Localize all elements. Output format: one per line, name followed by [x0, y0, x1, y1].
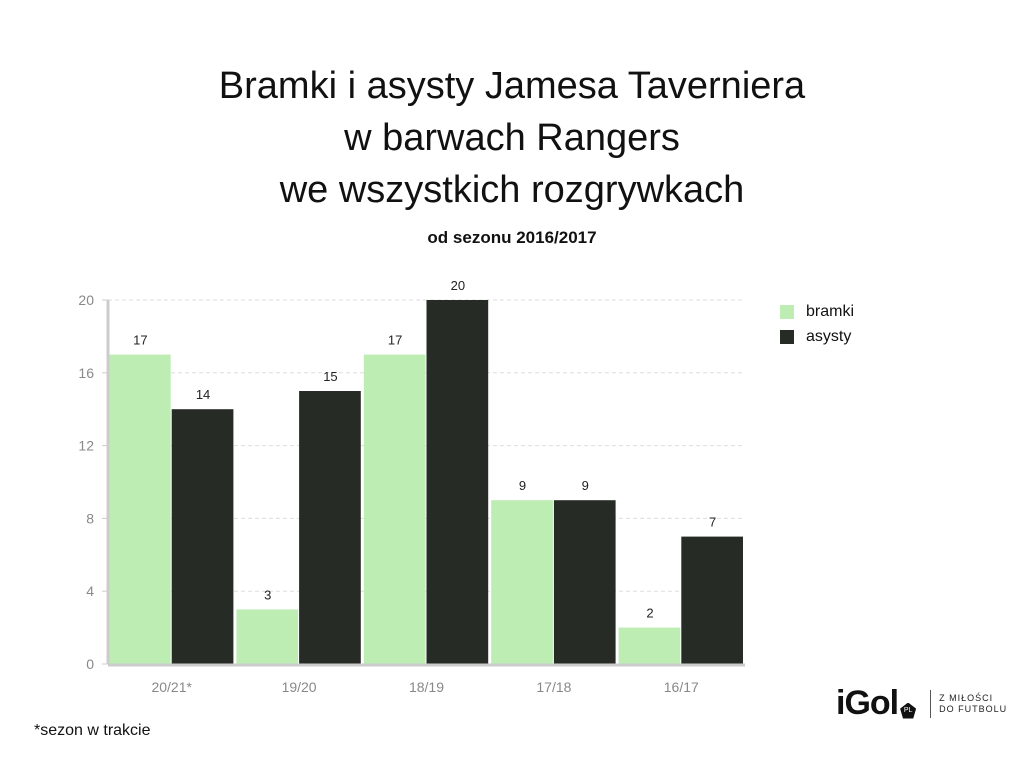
title-line: Bramki i asysty Jamesa Taverniera — [218, 65, 806, 107]
data-label: 17 — [388, 333, 402, 348]
data-label: 15 — [323, 369, 337, 384]
bar-asysty — [171, 409, 234, 664]
logo-badge: PL — [900, 702, 917, 719]
legend-item-bramki: bramki — [780, 303, 854, 321]
legend-label: bramki — [806, 303, 855, 320]
x-tick-label: 17/18 — [536, 679, 571, 695]
igol-logo: iGol PL Z MIŁOŚCI DO FUTBOLU — [836, 684, 1007, 723]
x-tick-label: 16/17 — [664, 679, 699, 695]
chart-subtitle: od sezonu 2016/2017 — [427, 228, 597, 247]
data-label: 7 — [709, 515, 716, 530]
data-label: 9 — [582, 478, 589, 493]
y-tick-label: 0 — [86, 656, 94, 672]
data-label: 17 — [133, 333, 147, 348]
bar-asysty — [299, 391, 361, 664]
bar-asysty — [681, 536, 743, 664]
bar-bramki — [363, 354, 426, 664]
data-label: 2 — [646, 606, 653, 621]
bar-bramki — [491, 500, 553, 664]
x-tick-label: 20/21* — [151, 679, 192, 695]
logo-divider — [930, 689, 932, 718]
y-tick-label: 4 — [86, 583, 94, 599]
legend-label: asysty — [806, 328, 852, 345]
x-tick-label: 19/20 — [282, 679, 317, 695]
title-line: we wszystkich rozgrywkach — [279, 169, 745, 211]
chart-title: Bramki i asysty Jamesa Taverniera w barw… — [0, 60, 1024, 216]
bar-bramki — [236, 609, 299, 664]
x-tick-label: 18/19 — [409, 679, 444, 695]
logo-word: iGol — [836, 684, 899, 722]
title-line: w barwach Rangers — [344, 117, 680, 159]
data-label: 9 — [519, 478, 526, 493]
legend-item-asysty: asysty — [780, 328, 851, 346]
data-label: 3 — [264, 587, 271, 602]
data-label: 14 — [196, 387, 210, 402]
y-tick-label: 16 — [78, 365, 94, 381]
bar-bramki — [109, 354, 171, 664]
data-label: 20 — [451, 278, 465, 293]
bar-bramki — [618, 627, 681, 664]
logo-tagline: Z MIŁOŚCI DO FUTBOLU — [939, 692, 1008, 714]
y-tick-label: 12 — [78, 438, 94, 454]
y-tick-label: 20 — [78, 292, 94, 308]
bar-asysty — [553, 500, 616, 664]
footnote: *sezon w trakcie — [34, 722, 151, 739]
legend-swatch — [780, 330, 794, 344]
bar-asysty — [426, 300, 489, 664]
legend-swatch — [780, 305, 794, 319]
y-tick-label: 8 — [86, 510, 94, 526]
